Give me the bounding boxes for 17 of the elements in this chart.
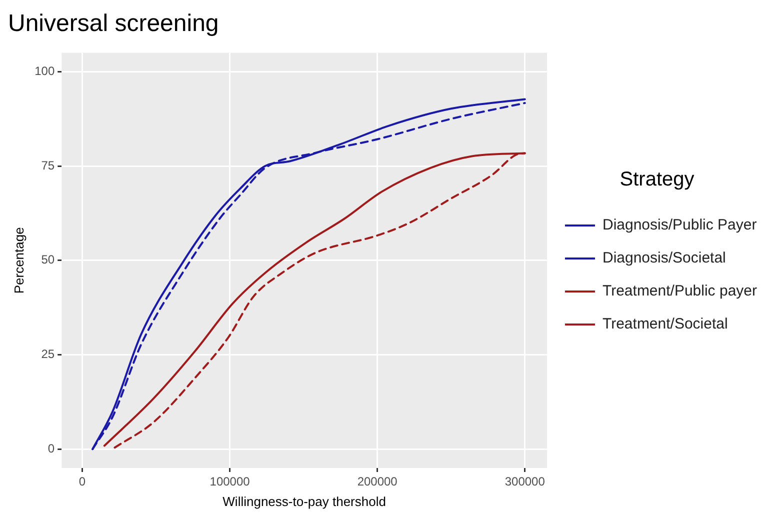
legend-label: Treatment/Societal — [602, 316, 728, 333]
y-axis-title: Percentage — [11, 227, 26, 294]
legend-label: Diagnosis/Public Payer — [602, 216, 757, 234]
x-tick-label: 200000 — [357, 474, 398, 489]
y-tick-label: 0 — [48, 441, 55, 456]
y-tick-label: 50 — [41, 252, 55, 267]
x-axis-title: Willingness-to-pay thershold — [222, 494, 386, 509]
legend-title: Strategy — [620, 168, 694, 191]
legend-label: Diagnosis/Societal — [602, 250, 726, 267]
x-tick-label: 0 — [78, 474, 86, 489]
chart-title: Universal screening — [8, 10, 219, 38]
y-tick-label: 100 — [34, 64, 55, 78]
x-tick-label: 300000 — [504, 474, 546, 489]
legend-label: Treatment/Public payer — [602, 282, 758, 300]
x-tick-label: 100000 — [210, 474, 250, 489]
y-tick-label: 75 — [41, 158, 55, 172]
y-tick-label: 25 — [41, 347, 55, 362]
